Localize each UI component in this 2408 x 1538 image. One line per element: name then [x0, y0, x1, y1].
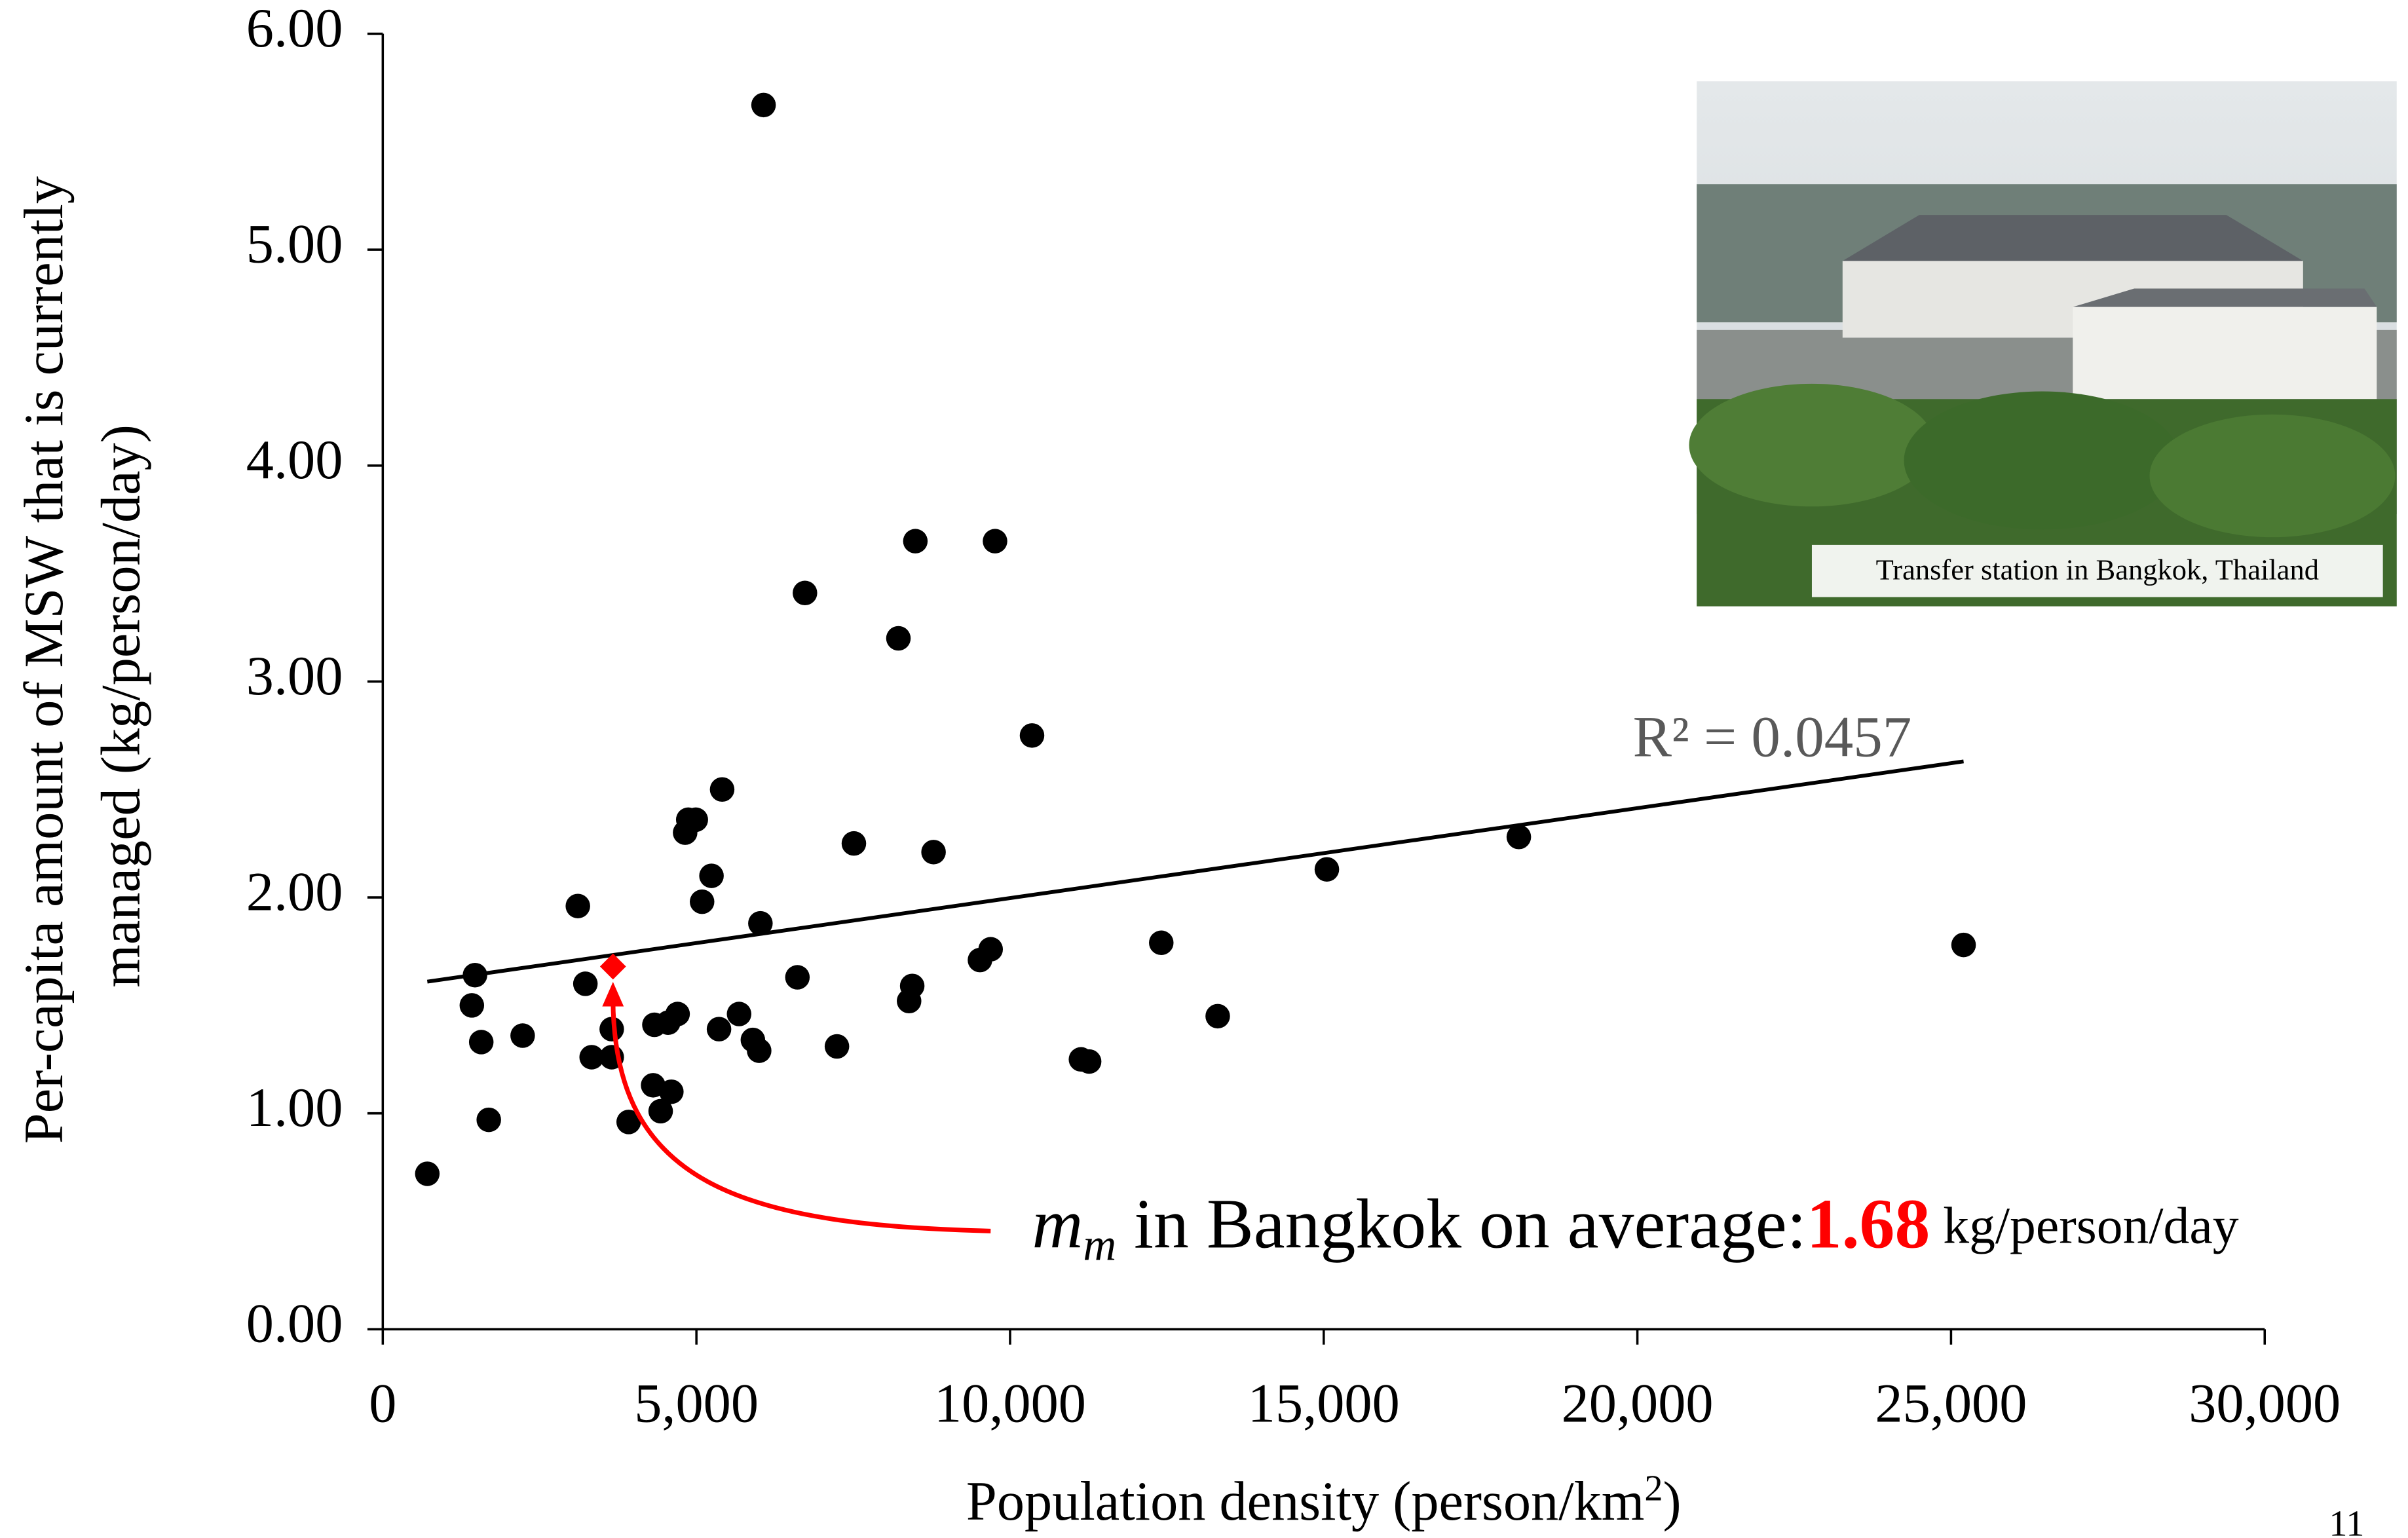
trendline [427, 761, 1963, 981]
annotation-value: 1.68 [1807, 1185, 1930, 1263]
point [659, 1079, 683, 1104]
point [983, 529, 1007, 553]
annotation: mm in Bangkok on average:1.68 kg/person/… [1032, 1185, 2239, 1271]
y-tick-label: 1.00 [246, 1078, 343, 1138]
page: {"chart_data": {"type": "scatter", "x_la… [0, 0, 2408, 1538]
point [1951, 933, 1976, 957]
point [842, 831, 866, 855]
photo: Transfer station in Bangkok, Thailand [1689, 81, 2396, 606]
y-axis-title: managed (kg/person/day) [90, 424, 151, 988]
point [462, 963, 487, 987]
arrow-head [602, 982, 624, 1006]
x-tick-label: 25,000 [1875, 1374, 2027, 1435]
x-axis-title-sup: 2 [1644, 1469, 1663, 1509]
point [1205, 1004, 1230, 1028]
y-tick-label: 3.00 [246, 646, 343, 707]
point [1315, 857, 1339, 881]
point [699, 863, 723, 888]
y-axis-title: Per-capita amount of MSW that is current… [14, 176, 75, 1144]
annotation-text: in Bangkok on average: [1116, 1185, 1807, 1263]
point [707, 1017, 731, 1041]
photo-caption: Transfer station in Bangkok, Thailand [1876, 553, 2319, 586]
point [510, 1023, 535, 1047]
point [1507, 825, 1531, 849]
trendline-label: R² = 0.0457 [1633, 705, 1912, 770]
x-tick-label: 20,000 [1562, 1374, 1714, 1435]
annotation-symbol: m [1032, 1185, 1083, 1263]
point [573, 971, 597, 996]
point [1020, 723, 1044, 747]
x-tick-label: 10,000 [934, 1374, 1086, 1435]
point [979, 937, 1003, 961]
point [666, 1002, 690, 1026]
y-tick-label: 4.00 [246, 430, 343, 491]
point [683, 808, 707, 832]
point [825, 1034, 849, 1059]
point [415, 1161, 440, 1186]
point [785, 965, 810, 989]
chart: Transfer station in Bangkok, Thailand Pe… [0, 0, 2408, 1538]
point [921, 840, 945, 864]
annotation-unit: kg/person/day [1930, 1197, 2238, 1255]
point [1149, 931, 1173, 955]
y-tick-label: 6.00 [246, 0, 343, 59]
point [793, 581, 817, 605]
point [748, 911, 772, 935]
annotation-subscript: m [1083, 1220, 1116, 1271]
x-axis-title: Population density (person/km2) [966, 1469, 1682, 1533]
x-tick-label: 0 [369, 1374, 396, 1435]
point [900, 973, 924, 998]
y-tick-label: 2.00 [246, 861, 343, 922]
point [565, 893, 590, 918]
point [460, 993, 484, 1017]
point [886, 626, 911, 650]
y-tick-label: 5.00 [246, 214, 343, 275]
point [903, 529, 928, 553]
point [690, 890, 714, 914]
x-tick-label: 15,000 [1248, 1374, 1400, 1435]
point [469, 1030, 493, 1054]
point [751, 93, 776, 117]
point [727, 1002, 751, 1026]
x-tick-label: 30,000 [2189, 1374, 2341, 1435]
y-tick-label: 0.00 [246, 1294, 343, 1355]
point [747, 1038, 771, 1062]
point [710, 777, 734, 801]
point [1077, 1049, 1101, 1074]
page-number: 11 [2329, 1504, 2364, 1538]
point [476, 1108, 500, 1132]
x-tick-label: 5,000 [634, 1374, 759, 1435]
x-axis-title-text: Population density (person/km [966, 1471, 1644, 1532]
x-axis-title-end: ) [1663, 1471, 1682, 1532]
